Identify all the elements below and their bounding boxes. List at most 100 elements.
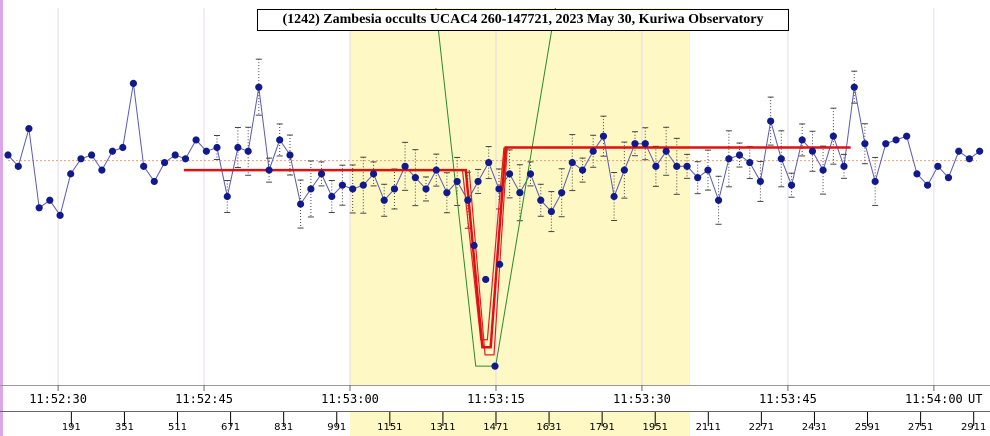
observation-line: [7, 83, 980, 217]
observation-point: [286, 151, 294, 159]
observation-point: [265, 166, 273, 174]
frame-tick-label: 1151: [377, 422, 402, 433]
observation-point: [46, 196, 54, 204]
observation-point: [160, 158, 169, 167]
analysis-region-axis: [350, 412, 691, 436]
ut-label: UT: [968, 392, 982, 406]
observation-point: [756, 177, 764, 186]
observation-point: [641, 140, 649, 148]
observation-point: [610, 192, 618, 201]
observation-point: [808, 147, 817, 155]
observation-point: [390, 185, 399, 193]
observation-point: [819, 166, 827, 174]
frame-tick-label: 1791: [589, 422, 614, 433]
observation-point: [903, 132, 911, 140]
time-tick-label: 11:53:15: [467, 392, 525, 406]
frame-tick-label: 1631: [536, 422, 561, 433]
observation-point: [296, 200, 305, 208]
observation-point: [505, 170, 514, 178]
observation-point: [411, 174, 419, 182]
frame-tick-label: 831: [274, 422, 293, 433]
observation-point: [192, 136, 200, 144]
time-tick-label: 11:53:30: [613, 392, 671, 406]
frame-tick-label: 2431: [802, 422, 827, 433]
event-point: [482, 275, 490, 284]
observation-point: [735, 151, 744, 159]
observation-point: [98, 166, 106, 174]
observation-point: [840, 162, 848, 170]
frame-tick-label: 191: [62, 422, 81, 433]
observation-point: [850, 83, 858, 91]
frame-tick-label: 2751: [908, 422, 933, 433]
observation-point: [432, 166, 440, 174]
observation-point: [202, 147, 210, 155]
observation-point: [965, 155, 973, 163]
observation-point: [923, 181, 932, 189]
time-tick-label: 11:54:00: [905, 392, 963, 406]
observation-point: [558, 189, 566, 197]
observation-point: [662, 147, 670, 155]
time-tick-label: 11:53:00: [321, 392, 379, 406]
observation-point: [829, 132, 837, 140]
observation-point: [25, 125, 33, 133]
observation-point: [67, 170, 75, 178]
observation-point: [746, 158, 754, 167]
event-point: [470, 241, 478, 250]
observation-point: [422, 185, 430, 193]
observation-point: [443, 189, 451, 197]
observation-point: [599, 132, 608, 140]
observation-point: [944, 174, 953, 182]
observation-point: [223, 192, 231, 201]
observation-point: [234, 143, 242, 152]
observation-point: [861, 140, 869, 148]
chart-title: (1242) Zambesia occults UCAC4 260-147721…: [257, 9, 789, 31]
time-tick-label: 11:52:45: [175, 392, 233, 406]
time-tick-label: 11:52:30: [29, 392, 87, 406]
observation-point: [14, 162, 22, 170]
observation-point: [568, 158, 576, 167]
observation-point: [725, 155, 733, 163]
observation-point: [401, 162, 409, 170]
observation-point: [913, 170, 921, 178]
observation-point: [787, 181, 796, 189]
observation-point: [181, 155, 190, 163]
observation-point: [704, 166, 712, 174]
geometric-fit-line: [435, 7, 556, 367]
observation-point: [631, 140, 639, 148]
observation-point: [537, 196, 545, 204]
observation-point: [683, 162, 691, 170]
frame-tick-label: 1951: [642, 422, 667, 433]
frame-tick-label: 1471: [483, 422, 508, 433]
observation-point: [140, 162, 148, 170]
observation-point: [328, 192, 336, 201]
observation-point: [485, 158, 493, 167]
frame-tick-label: 671: [221, 422, 240, 433]
observation-point: [934, 162, 942, 170]
frame-tick-label: 2911: [961, 422, 986, 433]
observation-point: [255, 83, 263, 91]
observation-point: [349, 185, 357, 193]
observation-point: [798, 136, 806, 144]
time-tick-label: 11:53:45: [759, 392, 817, 406]
frame-tick-label: 2111: [696, 422, 721, 433]
observation-point: [171, 151, 179, 159]
observation-point: [767, 117, 775, 125]
observation-point: [213, 143, 221, 152]
observation-point: [871, 177, 879, 186]
observation-point: [56, 211, 64, 219]
event-point: [491, 362, 499, 370]
frame-tick-label: 2271: [749, 422, 774, 433]
observation-point: [714, 196, 723, 204]
observation-point: [516, 189, 524, 197]
frame-tick-label: 351: [115, 422, 134, 433]
observation-point: [892, 136, 900, 144]
observation-point: [307, 185, 315, 193]
frame-tick-label: 1311: [430, 422, 455, 433]
observation-point: [129, 79, 137, 87]
event-point: [496, 260, 504, 268]
observation-point: [526, 170, 535, 178]
observation-point: [77, 155, 85, 163]
analysis-region: [350, 8, 691, 385]
observation-point: [578, 166, 587, 174]
